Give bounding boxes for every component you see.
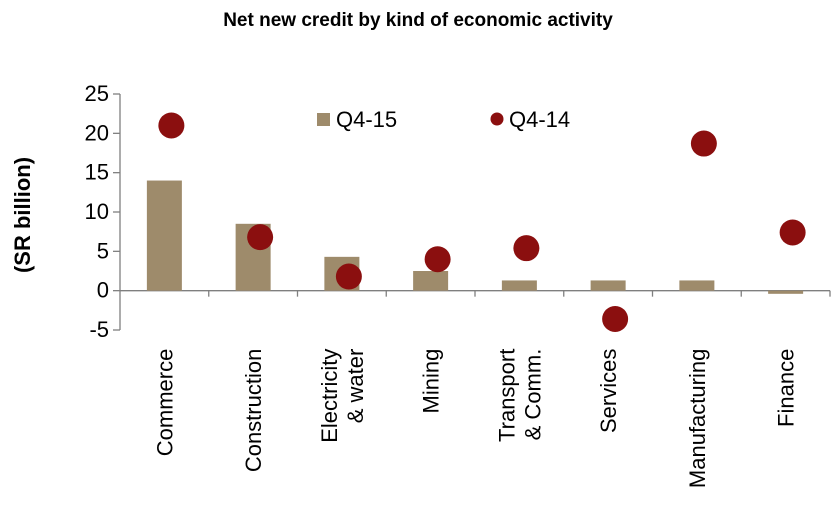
- x-category-label-line: Electricity: [317, 349, 342, 443]
- point-Q4-14: [158, 112, 185, 139]
- x-category-label: Manufacturing: [685, 349, 710, 488]
- x-category-label-line: Finance: [774, 349, 799, 427]
- x-category-label-line: & Comm.: [520, 349, 545, 441]
- bar-Q4-15: [146, 180, 182, 291]
- bar-Q4-15: [413, 271, 449, 291]
- x-category-label: Electricity & water: [317, 349, 368, 443]
- x-category-label: Construction: [241, 349, 266, 473]
- x-category-label-line: Mining: [419, 349, 444, 414]
- x-category-label: Transport & Comm.: [494, 349, 545, 442]
- point-Q4-14: [602, 305, 629, 332]
- y-tick-label: 25: [85, 81, 109, 106]
- point-Q4-14: [335, 263, 362, 290]
- x-category-label-line: Manufacturing: [685, 349, 710, 488]
- y-tick-label: 15: [85, 160, 109, 185]
- x-category-label-line: Commerce: [152, 349, 177, 457]
- bar-Q4-15: [679, 280, 715, 291]
- bar-Q4-15: [501, 280, 537, 291]
- x-category-label: Mining: [419, 349, 444, 414]
- plot-area: -5 0 5 10 15 20 25 Commerce Construction Electric…: [85, 81, 831, 488]
- y-axis-label: (SR billion): [10, 157, 35, 273]
- point-Q4-14: [247, 224, 274, 251]
- point-Q4-14: [690, 130, 717, 157]
- x-category-label-line: & water: [343, 349, 368, 424]
- x-category-label: Finance: [774, 349, 799, 427]
- y-tick-label: 20: [85, 120, 109, 145]
- x-category-label: Commerce: [152, 349, 177, 457]
- legend-swatch-Q4-14: [490, 112, 504, 126]
- y-tick-label: -5: [89, 317, 109, 342]
- x-category-label-line: Construction: [241, 349, 266, 473]
- y-tick-label: 5: [97, 238, 109, 263]
- y-tick-label: 0: [97, 278, 109, 303]
- x-category-label-line: Transport: [494, 349, 519, 442]
- legend-label: Q4-14: [509, 107, 570, 132]
- legend-label: Q4-15: [336, 107, 397, 132]
- bar-Q4-15: [590, 280, 626, 291]
- y-tick-label: 10: [85, 199, 109, 224]
- point-Q4-14: [779, 219, 806, 246]
- chart-title: Net new credit by kind of economic activ…: [223, 10, 613, 31]
- bar-Q4-15: [768, 290, 804, 294]
- point-Q4-14: [424, 246, 451, 273]
- x-category-label-line: Services: [596, 349, 621, 433]
- legend-swatch-Q4-15: [317, 113, 330, 126]
- x-category-label: Services: [596, 349, 621, 433]
- point-Q4-14: [513, 235, 540, 262]
